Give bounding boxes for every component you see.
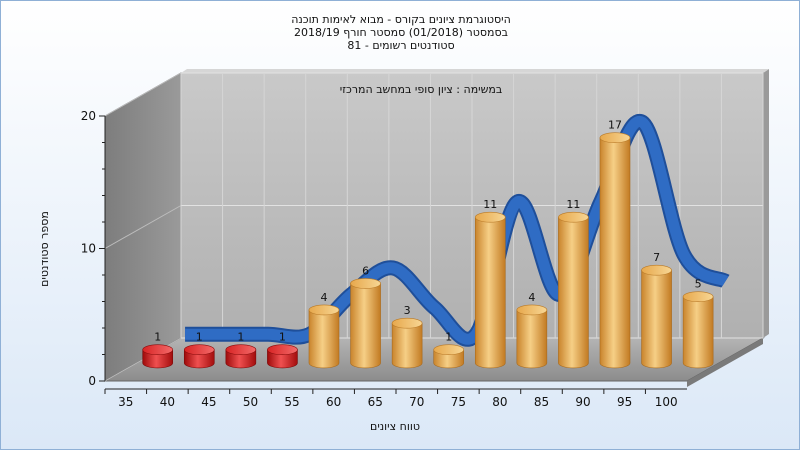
data-label: 1	[154, 331, 161, 344]
x-tick-label: 50	[243, 395, 258, 409]
bar-85	[558, 211, 589, 369]
bar-70	[433, 344, 465, 369]
x-tick-label: 45	[201, 395, 216, 409]
bar-top	[516, 304, 548, 316]
bar-top	[308, 304, 340, 316]
bar-top	[350, 278, 381, 289]
bar-65	[391, 317, 423, 369]
data-label: 7	[653, 251, 660, 264]
data-label: 4	[320, 291, 327, 304]
bar-top	[641, 264, 672, 276]
data-label: 4	[528, 291, 535, 304]
floor-edge	[687, 338, 763, 387]
grid-line-y	[104, 205, 182, 249]
bar-body	[599, 137, 631, 369]
bar-body	[516, 309, 548, 369]
bar-40	[183, 344, 215, 369]
bar-top	[183, 344, 215, 355]
bar-top	[682, 291, 714, 302]
x-tick-label: 90	[575, 395, 590, 409]
x-axis: 35 40 45 50 55 60 65 70 75 80 85 90 95 100	[104, 388, 687, 409]
bar-45	[225, 344, 257, 369]
top-edge	[181, 69, 769, 73]
data-label: 11	[483, 198, 497, 211]
x-tick-label: 100	[655, 395, 678, 409]
bar-35	[142, 344, 174, 369]
bar-body	[558, 216, 589, 369]
bar-body	[308, 309, 340, 369]
bar-top	[225, 344, 257, 355]
bar-top	[474, 211, 506, 223]
data-label: 1	[445, 331, 452, 344]
y-axis-label: מספר סטודנטים	[38, 211, 51, 287]
bar-75	[474, 211, 506, 369]
bar-95	[641, 264, 672, 369]
y-axis: 0 10 20	[81, 109, 106, 388]
y-tick-label: 20	[81, 109, 96, 123]
bar-100	[682, 291, 714, 369]
bar-body	[391, 322, 423, 369]
data-label: 1	[237, 331, 244, 344]
bar-top	[599, 132, 631, 143]
bar-90	[599, 132, 631, 369]
bar-body	[682, 296, 714, 369]
bar-top	[267, 344, 298, 355]
data-label: 5	[695, 278, 702, 291]
x-tick-label: 75	[451, 395, 466, 409]
data-label: 3	[404, 304, 411, 317]
x-tick-label: 65	[368, 395, 383, 409]
bar-body	[474, 216, 506, 369]
x-tick-label: 70	[409, 395, 424, 409]
y-tick-label: 10	[81, 242, 96, 256]
x-tick-label: 55	[284, 395, 299, 409]
data-label: 1	[279, 331, 286, 344]
x-tick-label: 35	[118, 395, 133, 409]
data-label: 11	[566, 198, 580, 211]
bars	[142, 132, 714, 369]
x-tick-label: 60	[326, 395, 341, 409]
x-tick-label: 95	[617, 395, 632, 409]
x-tick-label: 40	[160, 395, 175, 409]
bar-top	[391, 317, 423, 329]
bar-body	[641, 269, 672, 369]
x-tick-label: 85	[534, 395, 549, 409]
chart-title-line-3: סטודנטים רשומים - 81	[347, 39, 454, 52]
bar-top	[558, 211, 589, 223]
right-edge	[763, 69, 769, 338]
bar-body	[350, 283, 381, 369]
x-axis-label: טווח ציונים	[370, 420, 420, 433]
bar-80	[516, 304, 548, 369]
chart-title-line-2: בסמסטר (01/2018) סמסטר חורף 2018/19	[294, 26, 508, 39]
data-label: 6	[362, 264, 369, 277]
bar-50	[267, 344, 298, 369]
bar-55	[308, 304, 340, 369]
bar-60	[350, 278, 381, 369]
chart-subtitle: במשימה : ציון סופי במחשב המרכזי	[340, 83, 503, 96]
bar-top	[433, 344, 465, 355]
x-tick-label: 80	[492, 395, 507, 409]
chart-title-line-1: היסטוגרמת ציונים בקורס - מבוא לאימות תוכ…	[291, 13, 511, 26]
data-label: 1	[196, 331, 203, 344]
y-tick-label: 0	[88, 374, 96, 388]
data-label: 17	[608, 119, 622, 132]
grid-line-y	[104, 72, 182, 117]
bar-top	[142, 344, 174, 355]
